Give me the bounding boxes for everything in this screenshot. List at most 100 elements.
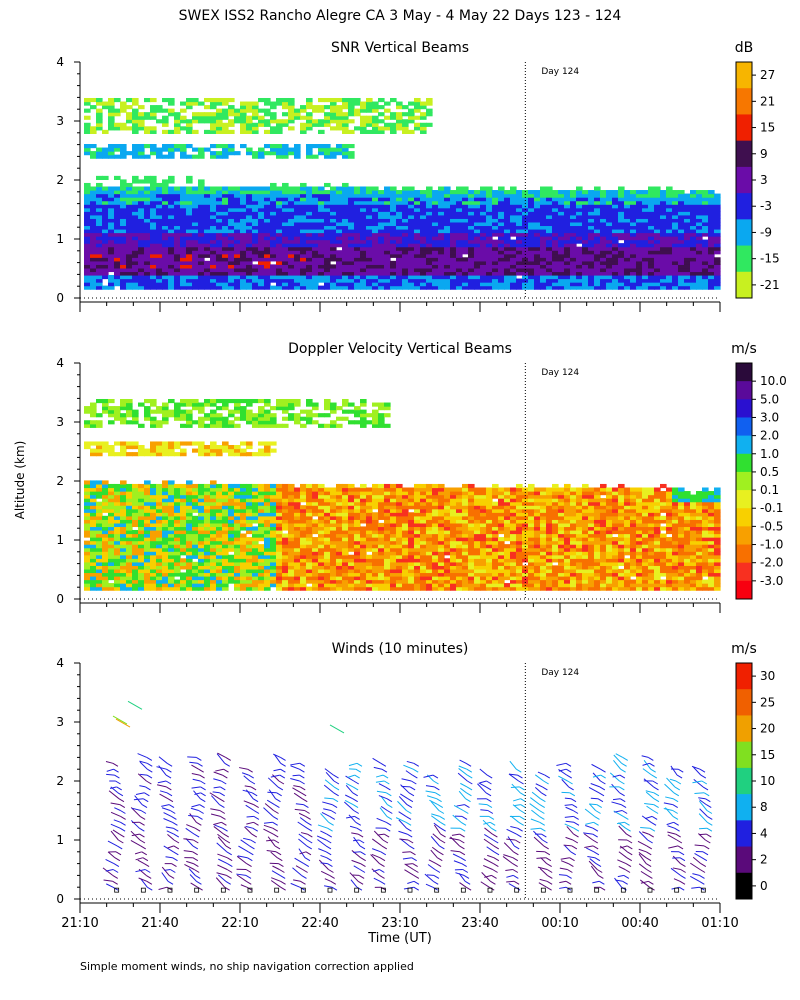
heatmap-cell	[126, 274, 133, 280]
heatmap-cell	[126, 193, 133, 198]
heatmap-cell	[648, 285, 655, 290]
heatmap-cell	[516, 228, 523, 234]
heatmap-cell	[432, 236, 439, 241]
heatmap-cell	[96, 274, 103, 280]
heatmap-cell	[228, 214, 235, 219]
heatmap-cell	[288, 239, 295, 244]
heatmap-cell	[228, 232, 235, 237]
heatmap-cell	[486, 260, 493, 265]
heatmap-cell	[282, 112, 289, 117]
heatmap-cell	[162, 108, 169, 113]
heatmap-cell	[90, 508, 97, 513]
heatmap-cell	[414, 267, 421, 273]
heatmap-cell	[576, 257, 583, 262]
heatmap-cell	[474, 260, 481, 265]
heatmap-cell	[258, 236, 265, 241]
heatmap-cell	[234, 285, 241, 290]
heatmap-cell	[450, 225, 457, 230]
heatmap-cell	[204, 483, 211, 489]
heatmap-cell	[582, 246, 589, 251]
heatmap-cell	[594, 225, 601, 230]
heatmap-cell	[342, 126, 349, 131]
heatmap-cell	[402, 197, 409, 202]
heatmap-cell	[222, 197, 229, 202]
heatmap-cell	[444, 250, 451, 255]
heatmap-cell	[222, 423, 229, 428]
heatmap-cell	[330, 186, 337, 191]
heatmap-cell	[174, 501, 181, 506]
heatmap-cell	[282, 285, 289, 290]
heatmap-cell	[150, 544, 157, 549]
heatmap-cell	[678, 211, 685, 216]
heatmap-cell	[108, 119, 115, 124]
heatmap-cell	[582, 193, 589, 198]
heatmap-cell	[162, 554, 169, 559]
heatmap-cell	[384, 260, 391, 265]
heatmap-cell	[96, 246, 103, 251]
heatmap-cell	[630, 193, 637, 198]
heatmap-cell	[180, 186, 187, 191]
heatmap-cell	[258, 267, 265, 273]
heatmap-cell	[282, 537, 289, 542]
heatmap-cell	[462, 260, 469, 265]
heatmap-cell	[480, 232, 487, 237]
heatmap-cell	[294, 285, 301, 290]
heatmap-cell	[504, 257, 511, 262]
heatmap-cell	[96, 547, 103, 552]
heatmap-cell	[120, 554, 127, 559]
heatmap-cell	[150, 225, 157, 230]
heatmap-cell	[216, 186, 223, 191]
heatmap-cell	[678, 243, 685, 248]
heatmap-cell	[192, 112, 199, 117]
heatmap-cell	[258, 515, 265, 520]
heatmap-cell	[348, 282, 355, 287]
heatmap-cell	[186, 200, 193, 205]
heatmap-cell	[246, 271, 253, 276]
heatmap-cell	[156, 271, 163, 276]
heatmap-cell	[402, 193, 409, 198]
heatmap-cell	[612, 282, 619, 287]
heatmap-cell	[288, 126, 295, 131]
heatmap-cell	[114, 544, 121, 549]
heatmap-cell	[102, 129, 109, 134]
heatmap-cell	[180, 398, 187, 404]
heatmap-cell	[594, 243, 601, 248]
heatmap-cell	[120, 105, 127, 110]
heatmap-cell	[240, 554, 247, 559]
heatmap-cell	[582, 253, 589, 258]
heatmap-cell	[618, 271, 625, 276]
heatmap-cell	[240, 561, 247, 566]
heatmap-cell	[204, 398, 211, 404]
heatmap-cell	[204, 544, 211, 549]
heatmap-cell	[534, 257, 541, 262]
heatmap-cell	[240, 487, 247, 492]
heatmap-cell	[192, 483, 199, 489]
heatmap-cell	[84, 533, 91, 538]
heatmap-cell	[414, 274, 421, 280]
heatmap-cell	[594, 214, 601, 219]
heatmap-cell	[288, 512, 295, 517]
heatmap-cell	[276, 586, 283, 591]
heatmap-cell	[672, 264, 679, 269]
heatmap-cell	[594, 257, 601, 262]
heatmap-cell	[138, 537, 145, 542]
heatmap-cell	[276, 154, 283, 159]
heatmap-cell	[90, 151, 97, 156]
heatmap-cell	[258, 526, 265, 531]
heatmap-cell	[528, 239, 535, 244]
heatmap-cell	[630, 207, 637, 212]
heatmap-cell	[180, 558, 187, 563]
heatmap-cell	[138, 572, 145, 577]
heatmap-cell	[456, 211, 463, 216]
heatmap-cell	[360, 108, 367, 113]
heatmap-cell	[342, 228, 349, 234]
heatmap-cell	[630, 228, 637, 234]
heatmap-cell	[408, 115, 415, 120]
heatmap-cell	[504, 211, 511, 216]
heatmap-cell	[384, 193, 391, 198]
heatmap-cell	[342, 190, 349, 195]
heatmap-cell	[126, 537, 133, 542]
heatmap-cell	[150, 250, 157, 255]
heatmap-cell	[396, 250, 403, 255]
